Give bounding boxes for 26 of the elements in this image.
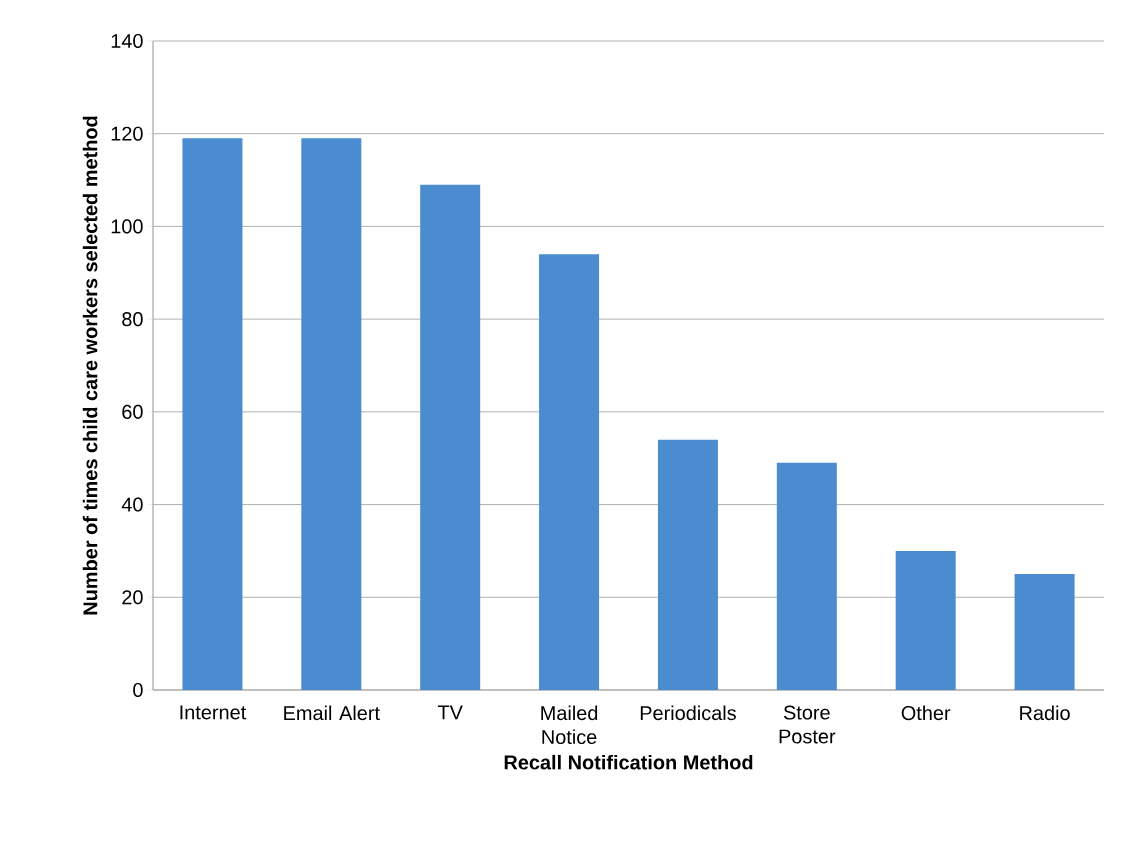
bar bbox=[776, 462, 837, 690]
bar bbox=[1014, 574, 1075, 690]
x-tick-label: Mailed Notice bbox=[541, 705, 598, 745]
bar bbox=[420, 184, 481, 690]
y-tick-label: 80 bbox=[122, 312, 143, 327]
x-tick-label: Internet bbox=[180, 705, 247, 720]
x-axis-title: Recall Notification Method bbox=[504, 754, 753, 770]
y-tick-label: 0 bbox=[133, 682, 143, 698]
y-tick-label: 120 bbox=[111, 126, 143, 141]
y-axis-title: Number of times child care workers selected method bbox=[82, 116, 98, 615]
x-tick-label: Periodicals bbox=[640, 705, 736, 721]
y-tick-label: 20 bbox=[122, 590, 143, 605]
y-tick-label: 60 bbox=[122, 404, 143, 419]
y-tick-label: 140 bbox=[111, 33, 143, 49]
x-tick-label: Email Alert bbox=[284, 705, 380, 721]
bar bbox=[657, 439, 718, 690]
bar bbox=[895, 550, 956, 690]
x-tick-label: Other bbox=[901, 705, 951, 721]
bar bbox=[301, 138, 362, 690]
bar bbox=[182, 138, 243, 690]
y-tick-label: 100 bbox=[111, 219, 143, 234]
bar bbox=[539, 254, 600, 690]
x-tick-label: TV bbox=[437, 705, 463, 720]
x-tick-label: Store Poster bbox=[779, 705, 836, 744]
x-tick-label: Radio bbox=[1020, 705, 1070, 721]
y-tick-label: 40 bbox=[121, 497, 143, 512]
